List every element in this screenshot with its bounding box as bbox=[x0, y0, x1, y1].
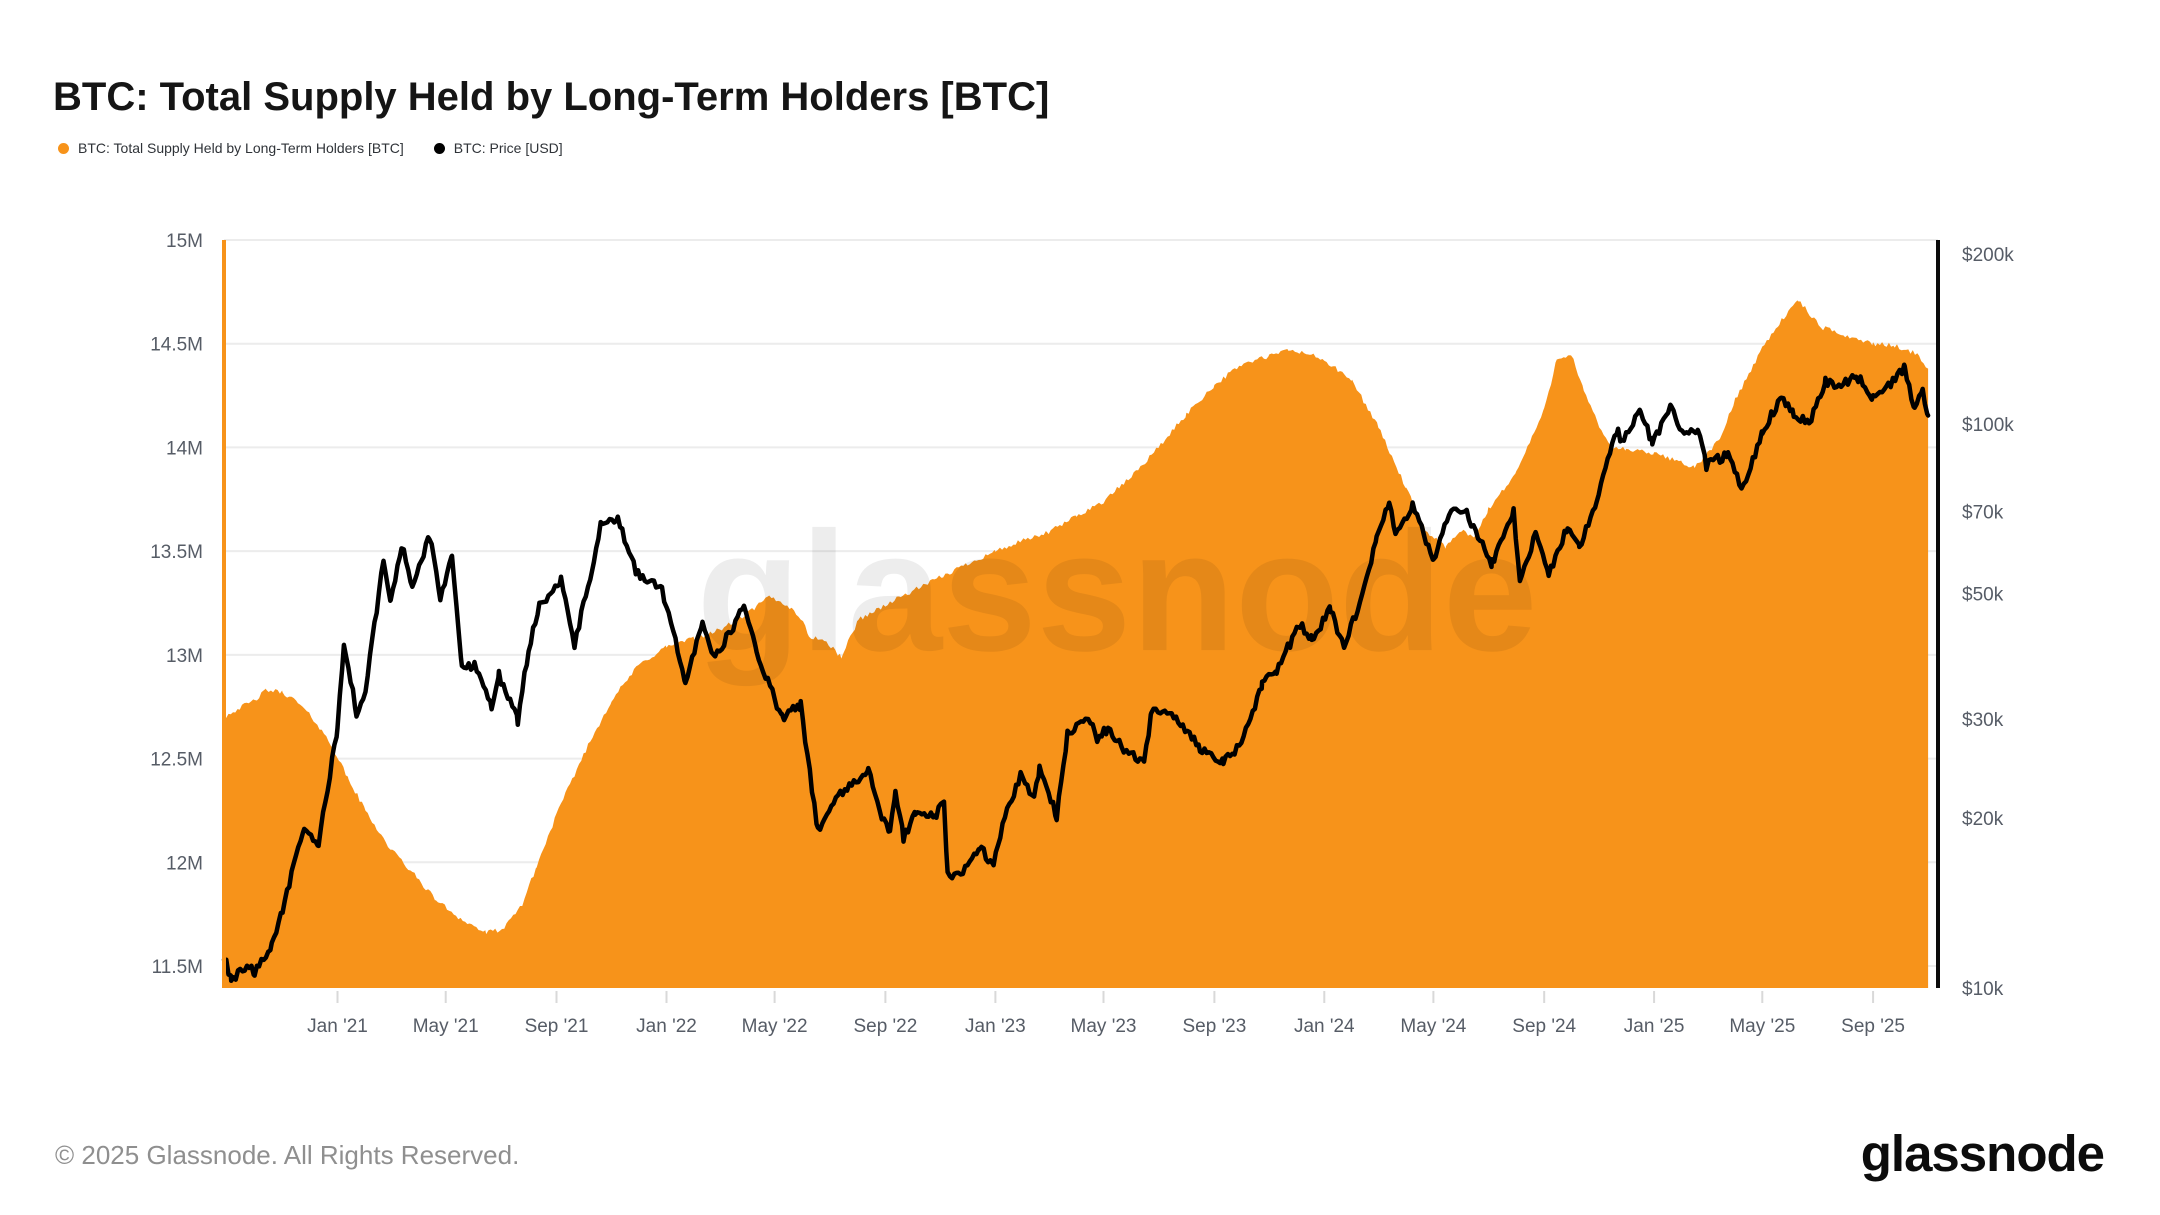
legend-label-price: BTC: Price [USD] bbox=[453, 140, 563, 156]
x-tick-label: Jan '21 bbox=[307, 1016, 368, 1037]
legend-label-supply: BTC: Total Supply Held by Long-Term Hold… bbox=[78, 140, 404, 156]
x-tick-label: Sep '21 bbox=[525, 1016, 589, 1037]
x-axis: Jan '21 May '21 Sep '21 Jan '22 May '22 Sep '… bbox=[307, 991, 1905, 1037]
left-tick-label: 14M bbox=[166, 438, 203, 459]
left-tick-label: 13M bbox=[166, 646, 203, 667]
right-tick-label: $30k bbox=[1962, 710, 2004, 731]
x-tick-label: May '24 bbox=[1400, 1016, 1466, 1037]
right-tick-label: $50k bbox=[1962, 585, 2004, 606]
left-tick-label: 11.5M bbox=[152, 957, 203, 978]
x-tick-label: Sep '25 bbox=[1841, 1016, 1905, 1037]
legend-item-price: BTC: Price [USD] bbox=[433, 140, 563, 156]
left-axis-labels: 15M 14.5M 14M 13.5M 13M 12.5M 12M 11.5M bbox=[150, 231, 203, 978]
left-tick-label: 12.5M bbox=[150, 750, 203, 771]
x-tick-label: May '22 bbox=[742, 1016, 808, 1037]
x-tick-label: Sep '24 bbox=[1512, 1016, 1576, 1037]
right-tick-label: $20k bbox=[1962, 809, 2004, 830]
x-tick-label: May '21 bbox=[413, 1016, 479, 1037]
x-tick-label: Jan '22 bbox=[636, 1016, 697, 1037]
page-title: BTC: Total Supply Held by Long-Term Hold… bbox=[53, 74, 1050, 119]
x-tick-label: Sep '23 bbox=[1182, 1016, 1246, 1037]
supply-series-marker-icon bbox=[58, 142, 69, 154]
glassnode-logo: glassnode bbox=[1860, 1125, 2105, 1182]
price-series-marker-icon bbox=[433, 142, 445, 154]
x-tick-label: Jan '24 bbox=[1294, 1016, 1355, 1037]
x-tick-label: Sep '22 bbox=[853, 1016, 917, 1037]
right-tick-label: $70k bbox=[1962, 502, 2004, 523]
right-tick-label: $200k bbox=[1962, 245, 2014, 266]
legend-item-supply: BTC: Total Supply Held by Long-Term Hold… bbox=[58, 140, 404, 156]
btc-price-line bbox=[221, 362, 1931, 984]
legend: BTC: Total Supply Held by Long-Term Hold… bbox=[58, 140, 563, 156]
copyright-text: © 2025 Glassnode. All Rights Reserved. bbox=[55, 1140, 520, 1170]
left-tick-label: 13.5M bbox=[150, 542, 203, 563]
x-tick-label: Jan '23 bbox=[965, 1016, 1026, 1037]
right-axis-labels: $200k $100k $70k $50k $30k $20k $10k bbox=[1962, 245, 2014, 1000]
x-tick-label: May '25 bbox=[1729, 1016, 1795, 1037]
left-tick-label: 14.5M bbox=[150, 335, 203, 356]
right-tick-label: $100k bbox=[1962, 415, 2014, 436]
left-tick-label: 15M bbox=[166, 231, 203, 252]
left-tick-label: 12M bbox=[166, 853, 203, 874]
lth-supply-area bbox=[224, 300, 1929, 988]
x-tick-label: Jan '25 bbox=[1624, 1016, 1685, 1037]
x-tick-label: May '23 bbox=[1071, 1016, 1137, 1037]
right-tick-label: $10k bbox=[1962, 979, 2004, 1000]
